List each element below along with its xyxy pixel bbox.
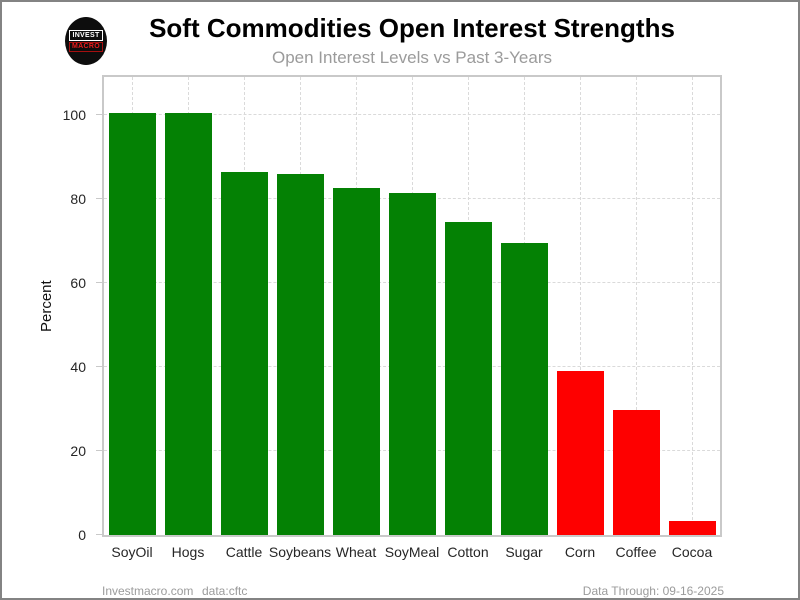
plot-area xyxy=(102,75,722,537)
x-tick-label-cotton: Cotton xyxy=(447,544,489,560)
bar-cocoa xyxy=(668,521,716,535)
bar-sugar xyxy=(500,242,548,535)
y-tick-mark xyxy=(96,449,102,451)
bar-corn xyxy=(556,371,604,535)
bar-soymeal xyxy=(388,192,436,535)
y-axis: 0 20 40 60 80 100 xyxy=(2,77,102,542)
y-tick-label: 20 xyxy=(70,442,86,459)
bar-hogs xyxy=(164,113,212,535)
x-tick-label-hogs: Hogs xyxy=(171,544,205,560)
bar-cotton xyxy=(444,221,492,535)
gridline-vertical xyxy=(636,77,637,535)
x-tick-label-soyoil: SoyOil xyxy=(111,544,153,560)
footer-data-through: Data Through: 09-16-2025 xyxy=(582,584,724,598)
x-tick-label-cocoa: Cocoa xyxy=(671,544,713,560)
bar-coffee xyxy=(612,409,660,535)
bar-soybeans xyxy=(276,173,324,535)
y-tick-mark xyxy=(96,197,102,199)
x-axis: SoyOil Hogs Cattle Soybeans Wheat SoyMeal Cott… xyxy=(104,544,720,564)
x-tick-label-coffee: Coffee xyxy=(615,544,657,560)
gridline-vertical xyxy=(692,77,693,535)
bar-cattle xyxy=(220,171,268,535)
y-tick-mark xyxy=(96,281,102,283)
gridline-vertical xyxy=(580,77,581,535)
y-tick-mark xyxy=(96,113,102,115)
y-tick-mark xyxy=(96,365,102,367)
y-tick-mark xyxy=(96,534,102,535)
y-tick-label: 40 xyxy=(70,358,86,375)
logo-macro-text: MACRO xyxy=(69,42,103,52)
x-tick-label-corn: Corn xyxy=(564,544,596,560)
bar-soyoil xyxy=(108,113,156,535)
x-tick-label-sugar: Sugar xyxy=(505,544,543,560)
logo-invest-text: INVEST xyxy=(69,30,103,41)
y-tick-label: 0 xyxy=(78,527,86,543)
footer-source: data:cftc xyxy=(202,584,248,598)
footer-site: Investmacro.com xyxy=(102,584,194,598)
header: Soft Commodities Open Interest Strengths… xyxy=(102,13,722,68)
chart-title: Soft Commodities Open Interest Strengths xyxy=(149,13,675,43)
bar-wheat xyxy=(332,187,380,535)
y-tick-label: 60 xyxy=(70,274,86,291)
chart-subtitle: Open Interest Levels vs Past 3-Years xyxy=(271,48,553,67)
x-tick-label-cattle: Cattle xyxy=(225,544,263,560)
x-tick-label-wheat: Wheat xyxy=(335,544,377,560)
y-tick-label: 80 xyxy=(70,190,86,207)
y-tick-label: 100 xyxy=(62,106,86,123)
investmacro-logo: INVEST MACRO xyxy=(65,17,107,65)
x-tick-label-soybeans: Soybeans xyxy=(268,544,332,560)
x-tick-label-soymeal: SoyMeal xyxy=(384,544,440,560)
